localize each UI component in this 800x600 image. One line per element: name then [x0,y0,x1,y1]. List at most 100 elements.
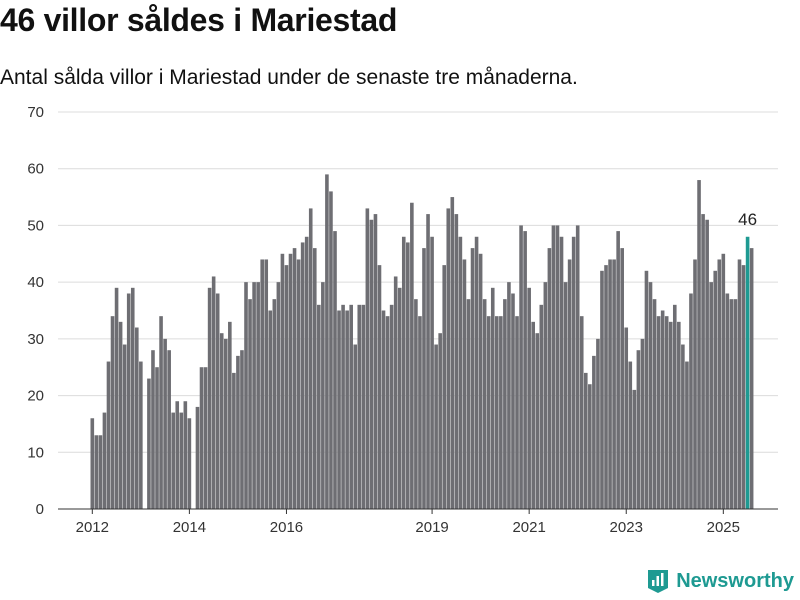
bar [616,231,620,509]
x-tick-label: 2016 [270,519,303,536]
bar [608,259,612,509]
y-tick-label: 40 [27,274,44,291]
bar [122,344,127,509]
bar [147,378,151,509]
bar [203,367,208,509]
bar [187,418,192,509]
bar [410,202,414,510]
bar [312,248,317,510]
bar [733,299,738,509]
bar [539,304,544,509]
bar [397,287,402,509]
bar [490,287,495,509]
bar [195,406,200,509]
bar [636,350,641,509]
bar [248,299,252,509]
bar [681,344,685,509]
bar [199,367,204,509]
bar [701,214,705,509]
bar [543,282,548,509]
bar [462,259,467,509]
bar [361,304,366,509]
bar [381,310,386,509]
bar [705,219,709,509]
bar [535,333,540,509]
bar [94,435,99,509]
bar [511,293,515,509]
bar [232,372,236,509]
bar [341,304,345,509]
bar [418,316,422,509]
bar [300,242,305,509]
bar [685,361,689,509]
bar [434,344,438,509]
bar [389,304,394,509]
bar [478,253,483,509]
bar [660,310,665,509]
bar [519,225,523,509]
brand-name: Newsworthy [676,569,794,592]
bar [499,316,503,509]
x-tick-label: 2014 [173,519,206,536]
bar [268,310,273,509]
bar [321,282,325,509]
bar [713,270,718,509]
bar [422,248,426,510]
bar [90,418,95,509]
brand-logo: Newsworthy [646,568,794,594]
bar [547,248,552,510]
bar [114,287,119,509]
bar [349,304,353,509]
bar [482,299,487,509]
bar [689,293,693,509]
bar [163,338,167,509]
bar [365,208,370,509]
bar [523,231,527,509]
bar [236,355,240,509]
bar [207,287,212,509]
newsworthy-logo-icon [648,570,669,593]
bar [729,299,734,509]
bar [329,191,333,509]
bar [717,259,722,509]
bar [652,299,657,509]
bar [106,361,111,509]
bar [183,401,188,509]
bar [308,208,313,509]
bar [470,248,475,510]
chart-subtitle: Antal sålda villor i Mariestad under de … [0,66,578,89]
y-tick-label: 10 [27,444,44,461]
x-tick-label: 2025 [707,519,740,536]
bar [167,350,171,509]
bar [450,197,455,509]
bar [215,293,220,509]
bar [377,265,382,509]
bar [567,259,572,509]
bar [640,338,645,509]
bar [571,236,576,509]
bar [697,180,701,509]
bar [353,344,358,509]
bar [223,338,228,509]
bar [620,248,624,510]
bar [139,361,143,509]
bar [466,299,471,509]
bar [721,253,726,509]
bar [693,259,697,509]
bar [624,327,629,509]
bar [252,282,256,509]
bar [373,214,378,509]
bar [430,236,434,509]
bar [304,236,309,509]
bar [175,401,180,509]
bar [563,282,568,509]
bar [159,316,163,509]
bar [632,389,637,509]
bar [474,236,479,509]
y-tick-label: 70 [27,104,44,121]
bar [401,236,406,509]
bar [741,265,746,509]
y-tick-label: 30 [27,331,44,348]
bar [155,367,159,509]
bar [664,316,669,509]
